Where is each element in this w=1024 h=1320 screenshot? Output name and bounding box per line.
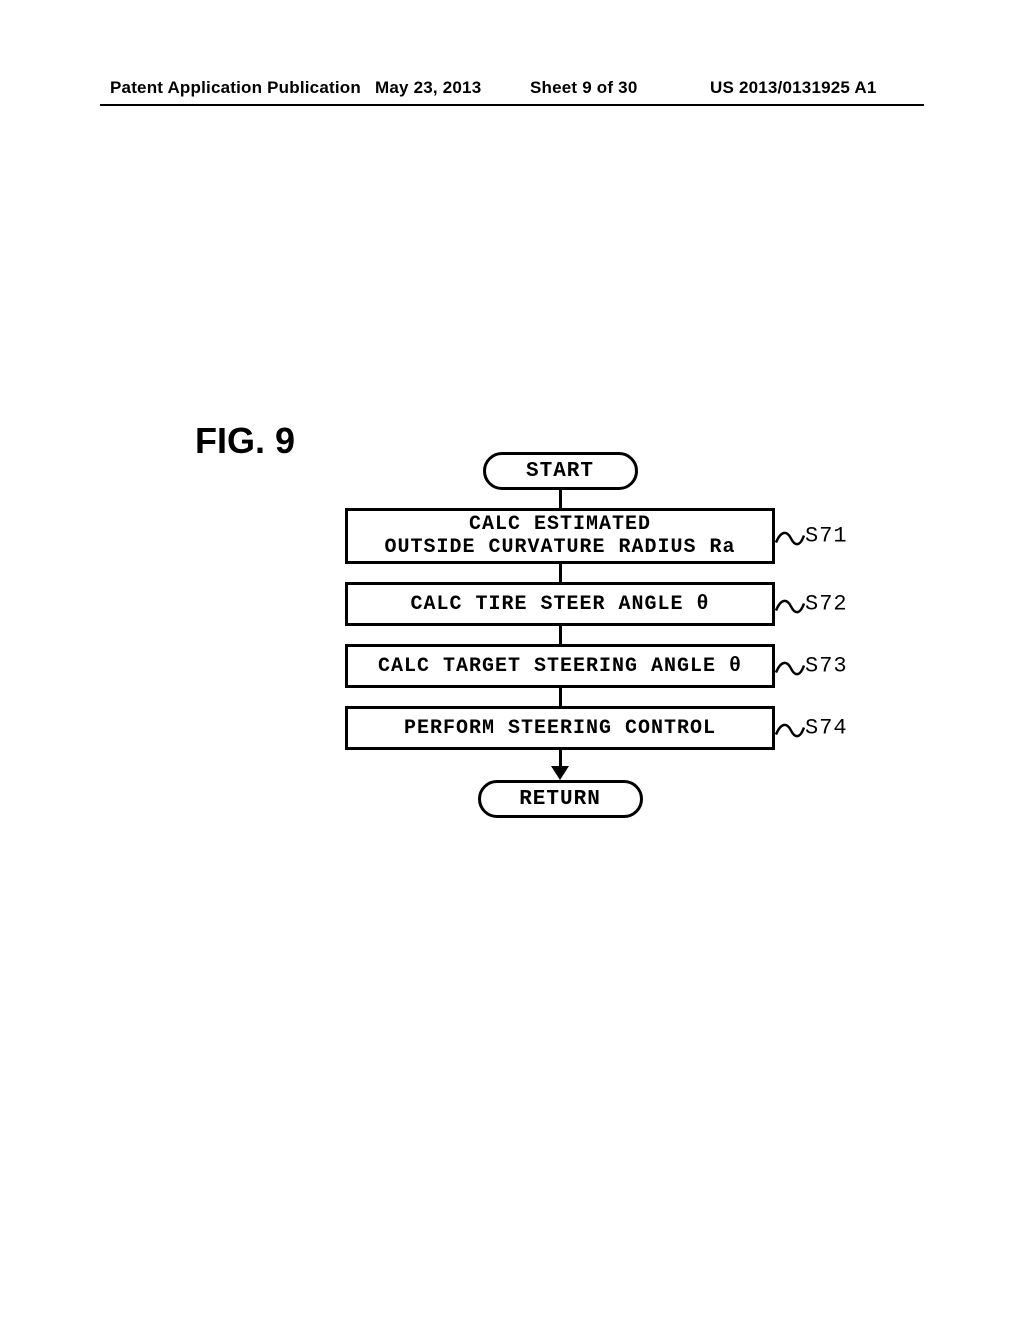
callout-tilde-icon [775,718,805,738]
figure-label: FIG. 9 [195,420,295,462]
page: Patent Application Publication May 23, 2… [0,0,1024,1320]
process-step: CALC TIRE STEER ANGLE θ S72 [345,582,775,626]
step-label-text: S74 [805,716,848,741]
terminal-return: RETURN [478,780,643,818]
publication-label: Patent Application Publication [110,78,361,98]
sheet-number: Sheet 9 of 30 [530,78,637,98]
connector [559,626,562,644]
callout-tilde-icon [775,526,805,546]
step-label: S72 [775,592,848,617]
step-label-text: S71 [805,524,848,549]
connector [559,564,562,582]
callout-tilde-icon [775,656,805,676]
process-box: CALC TIRE STEER ANGLE θ [345,582,775,626]
publication-date: May 23, 2013 [375,78,481,98]
process-step: CALC ESTIMATED OUTSIDE CURVATURE RADIUS … [345,508,775,564]
step-label-text: S72 [805,592,848,617]
step-label: S73 [775,654,848,679]
connector [559,490,562,508]
header-rule [100,104,924,106]
process-step: CALC TARGET STEERING ANGLE θ S73 [345,644,775,688]
callout-tilde-icon [775,594,805,614]
process-box: CALC TARGET STEERING ANGLE θ [345,644,775,688]
arrowhead-icon [551,766,569,780]
publication-number: US 2013/0131925 A1 [710,78,877,98]
connector [559,688,562,706]
step-label: S74 [775,716,848,741]
terminal-start: START [483,452,638,490]
process-box: PERFORM STEERING CONTROL [345,706,775,750]
process-step: PERFORM STEERING CONTROL S74 [345,706,775,750]
step-label-text: S73 [805,654,848,679]
process-box: CALC ESTIMATED OUTSIDE CURVATURE RADIUS … [345,508,775,564]
step-label: S71 [775,524,848,549]
flowchart: START CALC ESTIMATED OUTSIDE CURVATURE R… [300,452,820,818]
connector [559,750,562,766]
